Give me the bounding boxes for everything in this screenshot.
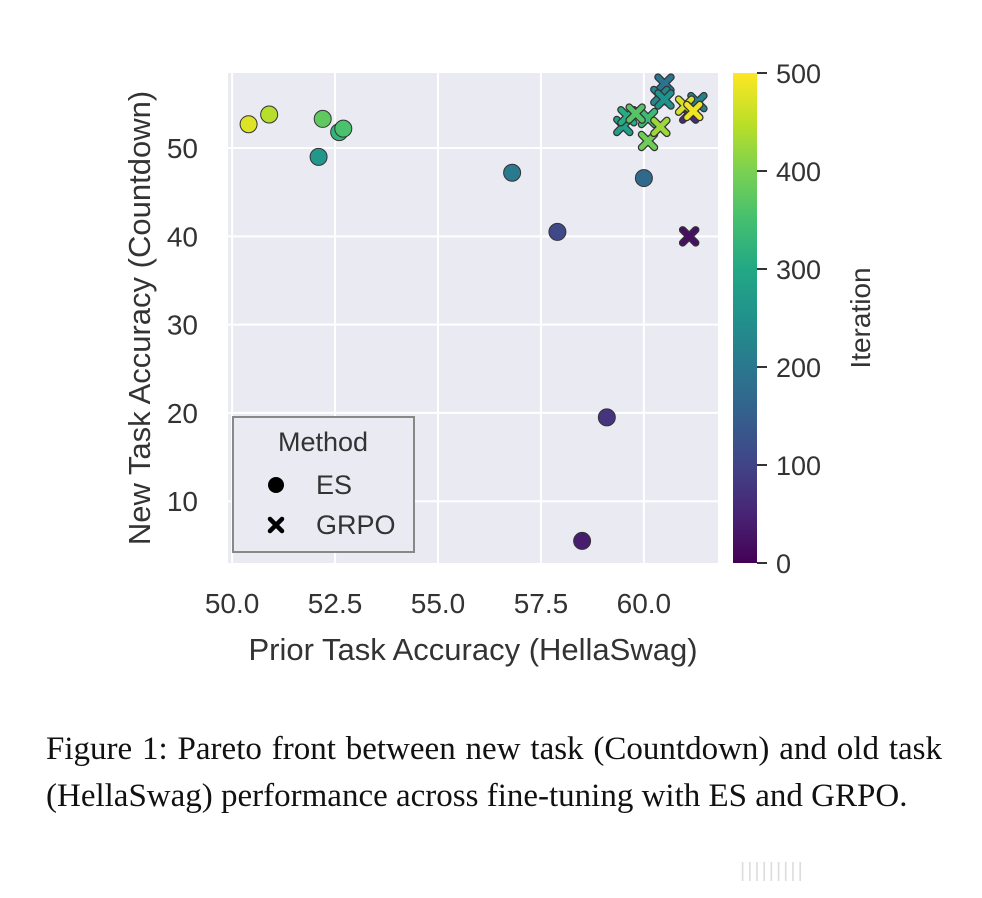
colorbar-tick-label: 100 xyxy=(776,451,821,481)
es-point xyxy=(239,115,258,134)
es-point xyxy=(309,147,328,166)
y-tick-label: 40 xyxy=(167,221,198,252)
es-point xyxy=(573,531,592,550)
colorbar xyxy=(733,73,757,563)
y-axis-ticks: 10 20 30 40 50 xyxy=(167,133,198,517)
figure-caption: Figure 1: Pareto front between new task … xyxy=(46,731,942,814)
es-point xyxy=(334,119,353,138)
grpo-point xyxy=(683,100,704,122)
colorbar-tick-label: 500 xyxy=(776,59,821,89)
x-tick-label: 57.5 xyxy=(514,588,569,619)
grpo-point xyxy=(625,103,646,124)
es-point xyxy=(548,222,567,241)
pareto-scatter-figure: 50.0 52.5 55.0 57.5 60.0 10 20 30 40 50 Prior Ta… xyxy=(122,59,876,667)
grpo-point xyxy=(650,116,671,138)
es-point xyxy=(597,408,616,427)
x-axis-label: Prior Task Accuracy (HellaSwag) xyxy=(248,632,697,667)
legend-frame xyxy=(232,416,415,553)
x-axis-ticks: 50.0 52.5 55.0 57.5 60.0 xyxy=(205,588,671,619)
y-tick-label: 20 xyxy=(167,398,198,429)
colorbar-ticks: 0 100 200 300 400 500 xyxy=(757,59,821,579)
colorbar-tick-label: 0 xyxy=(776,549,791,579)
colorbar-tick-label: 300 xyxy=(776,255,821,285)
legend-grpo-marker xyxy=(267,516,285,534)
y-tick-label: 10 xyxy=(167,486,198,517)
colorbar-tick-label: 400 xyxy=(776,157,821,187)
x-tick-label: 52.5 xyxy=(308,588,363,619)
y-tick-label: 50 xyxy=(167,133,198,164)
data-points xyxy=(239,73,708,550)
es-point xyxy=(503,163,522,182)
colorbar-tick-label: 200 xyxy=(776,353,821,383)
watermark: ||||||||| xyxy=(740,860,805,882)
legend-grpo-label: GRPO xyxy=(316,510,396,540)
colorbar-label: Iteration xyxy=(845,267,876,368)
grpo-point xyxy=(678,226,700,247)
legend-title: Method xyxy=(278,427,368,457)
grid-lines xyxy=(228,73,718,563)
legend-es-label: ES xyxy=(316,470,352,500)
series-es xyxy=(239,105,653,550)
y-tick-label: 30 xyxy=(167,310,198,341)
series-grpo xyxy=(613,73,708,247)
es-point xyxy=(634,169,653,188)
x-tick-label: 60.0 xyxy=(617,588,672,619)
legend-box: Method ES GRPO xyxy=(232,416,415,553)
x-tick-label: 50.0 xyxy=(205,588,260,619)
es-point xyxy=(313,109,332,128)
x-tick-label: 55.0 xyxy=(411,588,466,619)
es-point xyxy=(260,105,279,124)
legend-es-marker xyxy=(268,477,284,493)
y-axis-label: New Task Accuracy (Countdown) xyxy=(122,91,157,545)
grpo-point xyxy=(654,89,675,110)
